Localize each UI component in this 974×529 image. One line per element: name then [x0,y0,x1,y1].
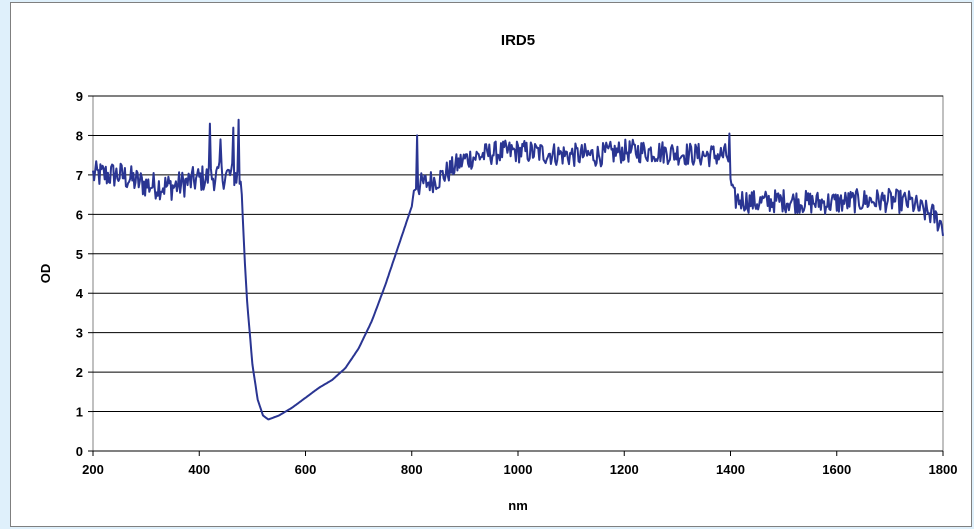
y-tick-labels: 0 1 2 3 4 5 6 7 8 9 [76,89,84,459]
x-tick-label: 1400 [716,462,745,477]
y-tick-label: 3 [76,326,83,341]
y-tick-label: 8 [76,128,83,143]
series-line-0 [92,118,944,421]
x-tick-label: 600 [295,462,317,477]
x-tick-label: 800 [401,462,423,477]
chart-svg: IRD5 OD nm 0 1 2 3 4 5 6 7 8 9 200 400 600 800 1000 12… [38,32,957,513]
x-tick-label: 1000 [504,462,533,477]
y-tick-label: 4 [76,286,84,301]
series-layer [92,118,944,421]
y-tick-label: 6 [76,207,83,222]
chart-title: IRD5 [501,32,535,49]
x-tick-label: 200 [82,462,104,477]
y-tick-label: 1 [76,405,83,420]
x-tick-label: 1600 [822,462,851,477]
x-axis-label: nm [508,498,528,513]
chart-panel: IRD5 OD nm 0 1 2 3 4 5 6 7 8 9 200 400 600 800 1000 12… [10,2,972,527]
x-tick-label: 1800 [929,462,958,477]
x-tick-label: 1200 [610,462,639,477]
x-tick-label: 400 [188,462,210,477]
y-tick-label: 9 [76,89,83,104]
y-tick-label: 2 [76,365,83,380]
gridlines [88,95,943,452]
y-tick-label: 7 [76,168,83,183]
x-tick-labels: 200 400 600 800 1000 1200 1400 1600 1800 [82,451,957,477]
y-axis-label: OD [38,264,53,284]
y-tick-label: 0 [76,444,83,459]
y-tick-label: 5 [76,247,83,262]
